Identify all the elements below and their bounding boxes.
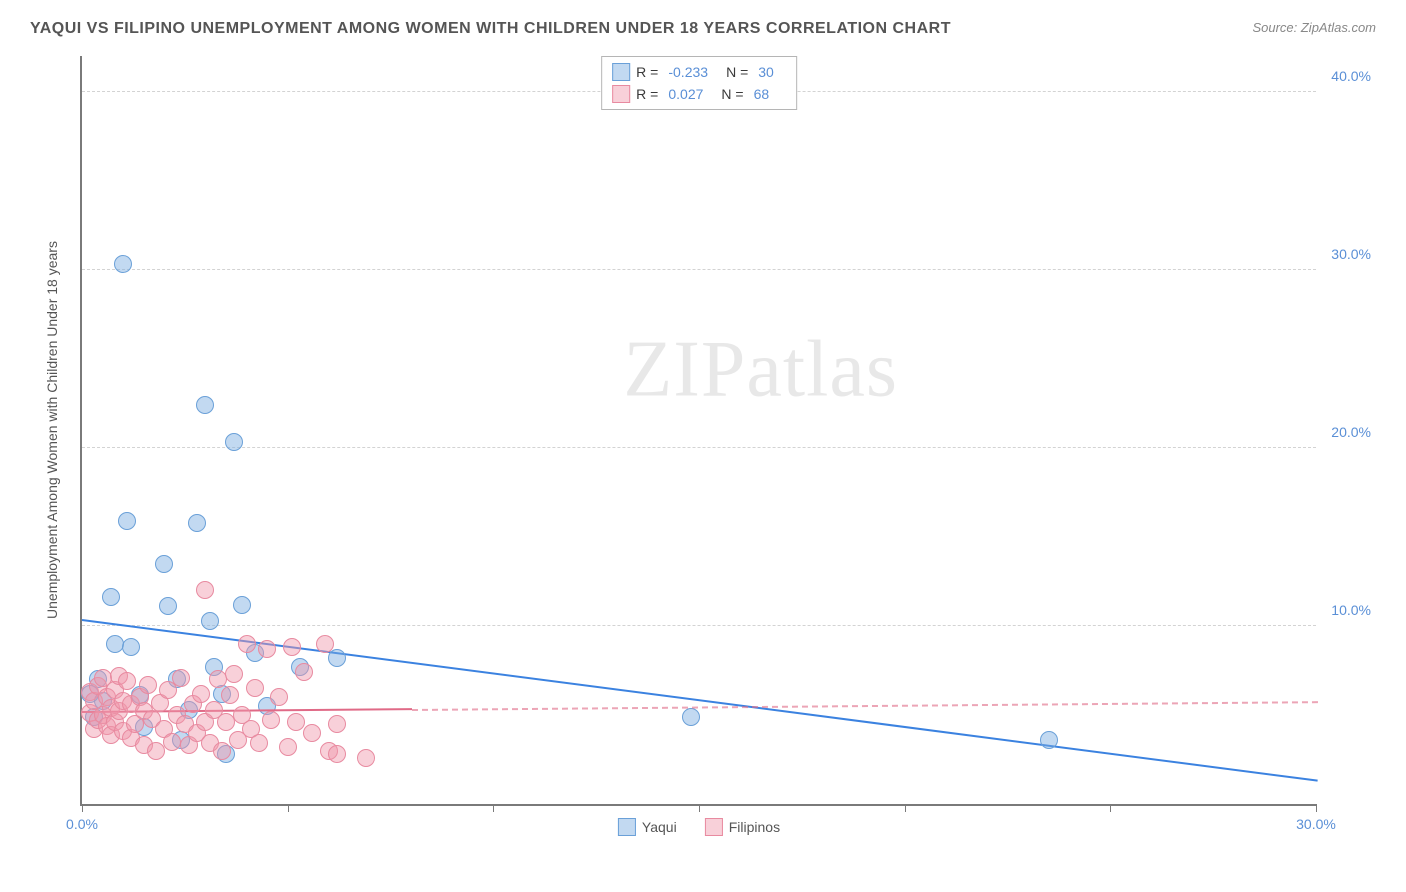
- x-tick: [493, 804, 494, 812]
- data-point-filipinos: [279, 738, 297, 756]
- legend-series: Yaqui Filipinos: [618, 818, 780, 836]
- data-point-filipinos: [238, 635, 256, 653]
- x-tick: [699, 804, 700, 812]
- x-tick: [905, 804, 906, 812]
- data-point-yaqui: [328, 649, 346, 667]
- data-point-filipinos: [221, 686, 239, 704]
- legend-swatch: [618, 818, 636, 836]
- data-point-filipinos: [258, 640, 276, 658]
- data-point-filipinos: [225, 665, 243, 683]
- legend-swatch: [612, 85, 630, 103]
- watermark-bold: ZIP: [623, 326, 746, 414]
- data-point-yaqui: [106, 635, 124, 653]
- grid-line: [82, 625, 1316, 626]
- trend-line-dash-filipinos: [412, 701, 1318, 711]
- data-point-filipinos: [209, 670, 227, 688]
- plot-region: Unemployment Among Women with Children U…: [80, 56, 1316, 806]
- y-tick-label: 10.0%: [1321, 602, 1371, 618]
- data-point-filipinos: [192, 685, 210, 703]
- watermark-thin: atlas: [746, 326, 898, 414]
- y-tick-label: 30.0%: [1321, 246, 1371, 262]
- y-axis-label: Unemployment Among Women with Children U…: [44, 241, 60, 619]
- legend-row-filipinos: R = 0.027 N = 68: [612, 83, 786, 105]
- data-point-filipinos: [213, 742, 231, 760]
- data-point-filipinos: [250, 734, 268, 752]
- legend-r-label: R =: [636, 86, 658, 102]
- data-point-yaqui: [159, 597, 177, 615]
- legend-n-label: N =: [721, 86, 743, 102]
- data-point-filipinos: [118, 672, 136, 690]
- x-tick-label: 30.0%: [1296, 816, 1336, 832]
- legend-row-yaqui: R = -0.233 N = 30: [612, 61, 786, 83]
- data-point-filipinos: [295, 663, 313, 681]
- watermark: ZIPatlas: [623, 325, 898, 416]
- legend-r-value: 0.027: [668, 86, 703, 102]
- x-tick: [1316, 804, 1317, 812]
- legend-n-value: 30: [758, 64, 774, 80]
- data-point-yaqui: [118, 512, 136, 530]
- legend-n-label: N =: [726, 64, 748, 80]
- x-tick: [1110, 804, 1111, 812]
- data-point-yaqui: [102, 588, 120, 606]
- data-point-filipinos: [328, 715, 346, 733]
- data-point-yaqui: [233, 596, 251, 614]
- data-point-filipinos: [357, 749, 375, 767]
- data-point-filipinos: [283, 638, 301, 656]
- legend-item-filipinos: Filipinos: [705, 818, 780, 836]
- data-point-yaqui: [225, 433, 243, 451]
- legend-label: Filipinos: [729, 819, 780, 835]
- data-point-yaqui: [155, 555, 173, 573]
- legend-n-value: 68: [754, 86, 770, 102]
- data-point-yaqui: [1040, 731, 1058, 749]
- data-point-filipinos: [328, 745, 346, 763]
- data-point-yaqui: [682, 708, 700, 726]
- grid-line: [82, 269, 1316, 270]
- data-point-filipinos: [246, 679, 264, 697]
- data-point-filipinos: [217, 713, 235, 731]
- chart-title: YAQUI VS FILIPINO UNEMPLOYMENT AMONG WOM…: [30, 20, 951, 38]
- data-point-filipinos: [163, 733, 181, 751]
- data-point-filipinos: [316, 635, 334, 653]
- data-point-filipinos: [303, 724, 321, 742]
- legend-r-value: -0.233: [668, 64, 708, 80]
- data-point-filipinos: [270, 688, 288, 706]
- y-tick-label: 20.0%: [1321, 424, 1371, 440]
- data-point-filipinos: [139, 676, 157, 694]
- legend-correlation-box: R = -0.233 N = 30 R = 0.027 N = 68: [601, 56, 797, 110]
- data-point-filipinos: [196, 581, 214, 599]
- legend-swatch: [612, 63, 630, 81]
- data-point-yaqui: [188, 514, 206, 532]
- data-point-filipinos: [172, 669, 190, 687]
- data-point-yaqui: [201, 612, 219, 630]
- y-tick-label: 40.0%: [1321, 68, 1371, 84]
- chart-area: Unemployment Among Women with Children U…: [30, 46, 1376, 856]
- chart-header: YAQUI VS FILIPINO UNEMPLOYMENT AMONG WOM…: [30, 20, 1376, 38]
- data-point-filipinos: [262, 711, 280, 729]
- legend-label: Yaqui: [642, 819, 677, 835]
- legend-r-label: R =: [636, 64, 658, 80]
- x-tick: [288, 804, 289, 812]
- x-tick-label: 0.0%: [66, 816, 98, 832]
- data-point-filipinos: [147, 742, 165, 760]
- legend-swatch: [705, 818, 723, 836]
- legend-item-yaqui: Yaqui: [618, 818, 677, 836]
- data-point-yaqui: [114, 255, 132, 273]
- data-point-yaqui: [122, 638, 140, 656]
- data-point-yaqui: [196, 396, 214, 414]
- x-tick: [82, 804, 83, 812]
- data-point-filipinos: [287, 713, 305, 731]
- chart-container: YAQUI VS FILIPINO UNEMPLOYMENT AMONG WOM…: [0, 0, 1406, 892]
- source-attribution: Source: ZipAtlas.com: [1252, 20, 1376, 35]
- grid-line: [82, 447, 1316, 448]
